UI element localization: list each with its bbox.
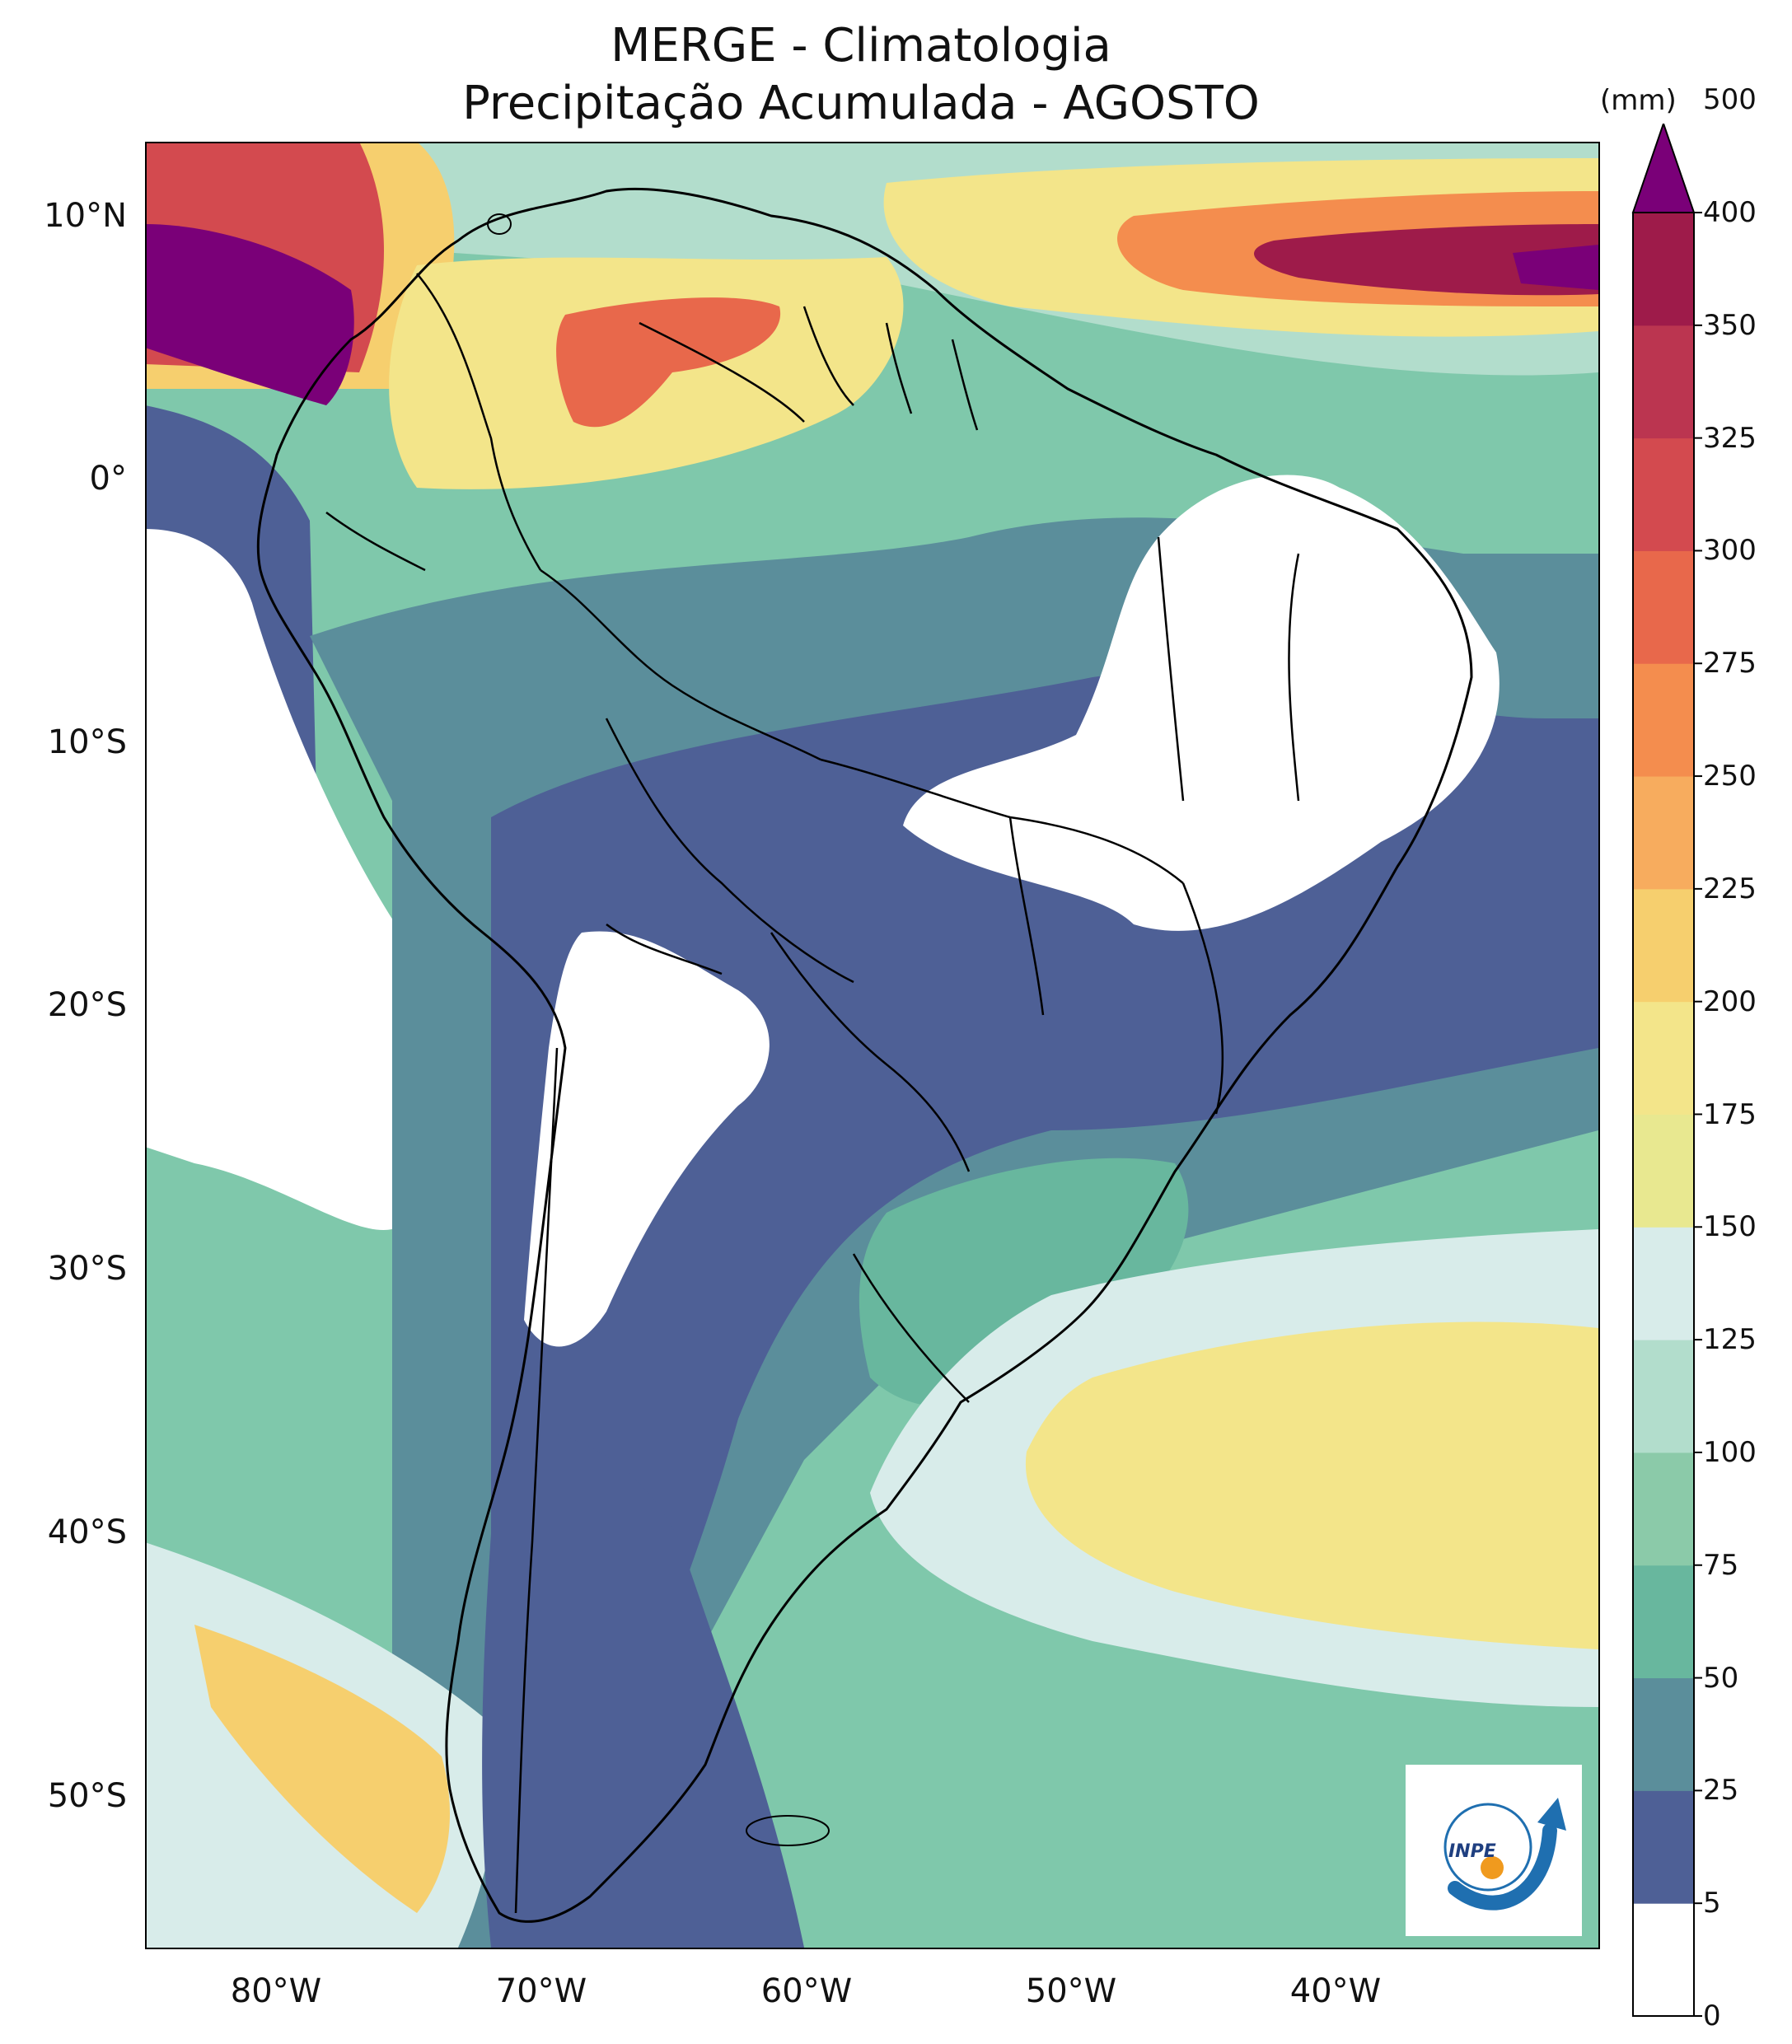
colorbar-tick-label: 150: [1703, 1210, 1757, 1244]
inpe-logo-graphic: INPE: [1443, 1798, 1566, 1911]
colorbar-extend-arrow: [1631, 124, 1696, 213]
colorbar-tick-label: 125: [1703, 1323, 1757, 1357]
border-paraguay: [770, 932, 971, 1172]
field-altiplano-dry: [524, 931, 770, 1347]
border-venezuela-brazil: [639, 321, 805, 423]
colorbar-segment: [1633, 1790, 1694, 1904]
lat-label: 10°N: [44, 197, 127, 235]
field-brazil-dry: [903, 475, 1500, 931]
colorbar-segment: [1633, 888, 1694, 1003]
colorbar-tick-label: 275: [1703, 647, 1757, 681]
colorbar-segment: [1633, 1114, 1694, 1228]
border-ecuador-peru: [325, 511, 426, 572]
logo-sun-icon: [1481, 1856, 1504, 1879]
colorbar-segment: [1633, 1001, 1694, 1115]
border-argentina-uruguay: [852, 1253, 970, 1403]
colorbar-tick-label: 0: [1703, 2000, 1721, 2032]
map-svg: [145, 142, 1598, 1948]
logo-orbit: [1443, 1803, 1532, 1892]
border-bolivia: [605, 718, 854, 984]
colorbar-tick-label: 300: [1703, 534, 1757, 568]
lon-label: 60°W: [760, 1972, 853, 2010]
colorbar-tick-label: 200: [1703, 985, 1757, 1018]
lon-label: 40°W: [1289, 1972, 1382, 2010]
colorbar-segment: [1633, 437, 1694, 551]
colorbar-unit: (mm): [1600, 84, 1677, 117]
colorbar-tick-label: 50: [1703, 1661, 1739, 1695]
colorbar-segment: [1633, 1452, 1694, 1566]
precipitation-map: [145, 142, 1598, 1948]
trinidad: [487, 213, 512, 235]
colorbar-tick-label: 250: [1703, 760, 1757, 793]
colorbar-tick-label: 400: [1703, 196, 1757, 229]
lon-label: 50°W: [1025, 1972, 1117, 2010]
falkland-islands: [746, 1815, 830, 1846]
lat-label: 20°S: [47, 986, 127, 1024]
colorbar-segment: [1633, 1227, 1694, 1340]
logo-arrow-icon: [1537, 1798, 1566, 1831]
colorbar-tick-label: 100: [1703, 1435, 1757, 1469]
lat-label: 0°: [89, 460, 127, 498]
colorbar-tick-label: 325: [1703, 421, 1757, 455]
lat-label: 30°S: [47, 1250, 127, 1288]
lon-label: 80°W: [230, 1972, 322, 2010]
colorbar-segment: [1633, 776, 1694, 890]
field-venezuela-max: [556, 297, 781, 428]
field-interior-dry: [491, 671, 1598, 1948]
south-america-outline: [256, 187, 1473, 1923]
colorbar-tick-label: 75: [1703, 1548, 1739, 1582]
field-south-atlantic-max: [1025, 1321, 1598, 1649]
field-south-brazil: [859, 1158, 1189, 1408]
colorbar-segment: [1633, 213, 1694, 326]
colorbar-tick-label: 350: [1703, 308, 1757, 342]
border-colombia-venezuela: [416, 273, 542, 571]
colorbar-segment: [1633, 1340, 1694, 1453]
lat-label: 40°S: [47, 1513, 127, 1551]
field-patagonia: [482, 1427, 804, 1948]
colorbar-segment: [1633, 663, 1694, 777]
title-line-1: MERGE - Climatologia: [611, 19, 1111, 72]
country-borders: [325, 273, 1300, 1914]
colorbar-tick-label: 175: [1703, 1097, 1757, 1131]
border-brazil-states: [820, 536, 1300, 1115]
logo-text: INPE: [1448, 1841, 1496, 1862]
colorbar-tick-label: 5: [1703, 1887, 1721, 1920]
colorbar-tick-label: 225: [1703, 872, 1757, 905]
field-south-pacific-max: [194, 1625, 450, 1913]
title-line-2: Precipitação Acumulada - AGOSTO: [462, 77, 1260, 130]
border-guyanas: [802, 306, 979, 431]
colorbar-segment: [1633, 1565, 1694, 1679]
field-pacific-core: [145, 224, 354, 405]
colorbar-tick-label: 500: [1703, 83, 1757, 117]
lat-label: 10°S: [47, 723, 127, 761]
colorbar-segment: [1633, 325, 1694, 439]
field-itcz-inner: [1254, 224, 1598, 296]
lat-label: 50°S: [47, 1777, 127, 1815]
inpe-logo: INPE: [1406, 1765, 1582, 1936]
colorbar-segment: [1633, 1903, 1694, 2017]
border-chile-argentina: [514, 1047, 559, 1914]
border-peru-brazil: [540, 568, 821, 761]
colorbar-segment: [1633, 550, 1694, 664]
colorbar: [1631, 124, 1702, 2017]
field-itcz-core: [1513, 245, 1598, 290]
logo-swoosh: [1448, 1823, 1557, 1911]
lon-label: 70°W: [495, 1972, 587, 2010]
colorbar-segment: [1633, 1677, 1694, 1791]
colorbar-tick-label: 25: [1703, 1774, 1739, 1808]
